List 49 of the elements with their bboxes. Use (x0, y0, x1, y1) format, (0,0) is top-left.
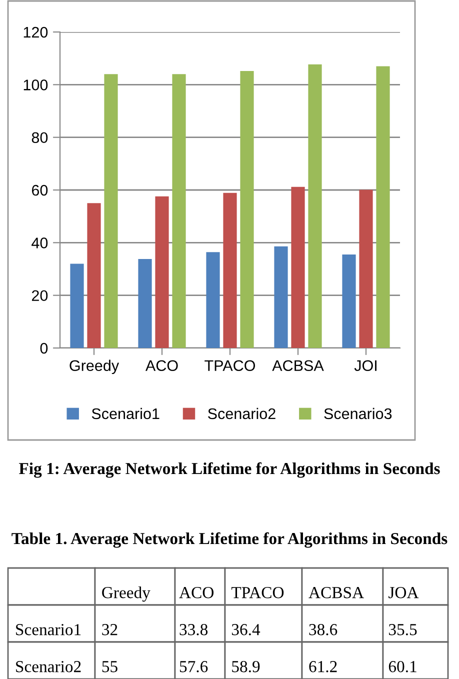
x-tick-label: ACO (145, 360, 178, 372)
bar (240, 70, 254, 348)
text: ACBSA (308, 587, 364, 598)
text: 35.5 (388, 624, 417, 636)
bar (70, 264, 84, 348)
bar (308, 64, 322, 348)
legend-label: Scenario2 (208, 408, 276, 420)
text: TPACO (231, 587, 284, 598)
bar (155, 196, 169, 348)
caption: Fig 1: Average Network Lifetime for Algorithms in Seconds (19, 462, 440, 478)
bar (87, 203, 101, 348)
x-tick-label: Greedy (70, 360, 120, 374)
text: 58.9 (232, 660, 260, 672)
text: 60.1 (388, 660, 416, 672)
caption: Table 1. Average Network Lifetime for Algorithms in Seconds (12, 532, 448, 548)
text: Scenario2 (16, 661, 81, 672)
y-tick-label: 80 (32, 132, 48, 144)
x-tick-label: JOI (354, 360, 376, 372)
bar (172, 74, 186, 348)
x-tick-label: ACBSA (272, 360, 324, 372)
bar (206, 252, 220, 348)
text: JOA (388, 587, 419, 598)
legend-label: Scenario3 (324, 408, 392, 420)
bar (138, 258, 152, 348)
x-tick-label: TPACO (204, 360, 256, 372)
y-tick-label: 120 (24, 26, 48, 38)
text: Greedy (102, 586, 150, 602)
bar (342, 254, 356, 348)
text: 33.8 (180, 624, 208, 636)
bar (223, 192, 237, 348)
bar (274, 246, 288, 348)
text: 61.2 (309, 661, 337, 672)
text: 57.6 (180, 661, 208, 672)
text: Scenario1 (16, 624, 81, 636)
y-tick-label: 20 (32, 290, 48, 302)
text: 36.4 (232, 624, 260, 636)
text: 55 (102, 661, 118, 672)
legend-label: Scenario1 (92, 408, 160, 420)
bar (291, 186, 305, 348)
bar (104, 74, 118, 348)
text: ACO (179, 587, 214, 598)
y-tick-label: 60 (32, 184, 48, 196)
text: 38.6 (309, 624, 338, 636)
y-tick-label: 0 (40, 342, 48, 354)
y-tick-label: 40 (32, 238, 48, 248)
bar (376, 66, 390, 348)
y-tick-label: 100 (24, 80, 48, 90)
text: 32 (102, 624, 118, 636)
bar (359, 190, 373, 348)
